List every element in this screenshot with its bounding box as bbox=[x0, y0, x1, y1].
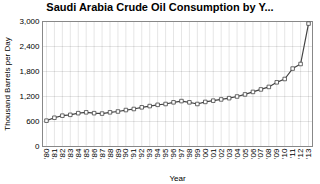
svg-text:2,400: 2,400 bbox=[19, 42, 40, 51]
svg-text:'00: '00 bbox=[200, 148, 210, 159]
svg-text:1,800: 1,800 bbox=[19, 67, 40, 76]
svg-text:'98: '98 bbox=[185, 148, 194, 159]
svg-text:600: 600 bbox=[26, 117, 40, 126]
svg-text:'07: '07 bbox=[256, 148, 266, 159]
svg-text:'94: '94 bbox=[153, 148, 163, 159]
svg-text:'05: '05 bbox=[240, 148, 250, 159]
svg-text:3,000: 3,000 bbox=[19, 17, 40, 26]
svg-text:Thousand Barrels per Day: Thousand Barrels per Day bbox=[3, 37, 12, 130]
svg-text:'08: '08 bbox=[264, 148, 274, 159]
svg-text:'89: '89 bbox=[113, 148, 123, 159]
svg-text:'84: '84 bbox=[73, 148, 83, 159]
svg-text:'83: '83 bbox=[65, 148, 75, 159]
svg-text:'91: '91 bbox=[129, 148, 139, 159]
svg-text:'95: '95 bbox=[161, 148, 171, 159]
svg-text:'04: '04 bbox=[232, 148, 242, 159]
svg-text:'86: '86 bbox=[89, 148, 99, 159]
svg-text:'09: '09 bbox=[272, 148, 282, 159]
svg-text:'11: '11 bbox=[288, 148, 298, 159]
svg-text:'87: '87 bbox=[97, 148, 107, 159]
svg-text:'80: '80 bbox=[42, 148, 51, 159]
svg-text:Year: Year bbox=[169, 174, 186, 183]
svg-text:'88: '88 bbox=[105, 148, 115, 159]
svg-text:'82: '82 bbox=[57, 148, 67, 159]
svg-text:'92: '92 bbox=[137, 148, 147, 159]
svg-text:'06: '06 bbox=[248, 148, 258, 159]
svg-text:'01: '01 bbox=[208, 148, 218, 159]
svg-text:'10: '10 bbox=[280, 148, 290, 159]
svg-text:'85: '85 bbox=[81, 148, 91, 159]
svg-text:'97: '97 bbox=[177, 148, 186, 159]
svg-text:'02: '02 bbox=[216, 148, 226, 159]
svg-text:1,200: 1,200 bbox=[19, 92, 40, 101]
svg-text:'12: '12 bbox=[296, 148, 306, 159]
svg-text:'13: '13 bbox=[304, 148, 313, 159]
svg-text:'90: '90 bbox=[121, 148, 131, 159]
svg-text:'81: '81 bbox=[50, 148, 59, 159]
svg-text:0: 0 bbox=[35, 142, 40, 151]
svg-text:'96: '96 bbox=[169, 148, 179, 159]
svg-text:'99: '99 bbox=[192, 148, 202, 159]
html-text:Saudi Arabia Crude Oil Consump: Saudi Arabia Crude Oil Consumption by Y.… bbox=[46, 1, 274, 13]
svg-text:'93: '93 bbox=[145, 148, 155, 159]
svg-text:'03: '03 bbox=[224, 148, 234, 159]
